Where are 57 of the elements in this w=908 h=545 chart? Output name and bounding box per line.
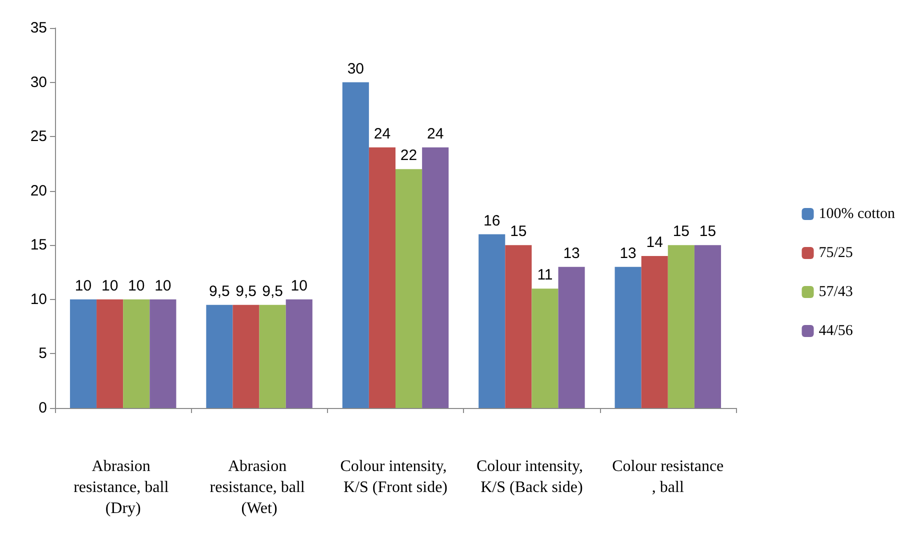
x-tick-label: Colour intensity, K/S (Back side) xyxy=(476,458,587,496)
data-label: 14 xyxy=(646,234,663,251)
y-tick-label: 30 xyxy=(30,74,47,91)
x-tick-label: Abrasion resistance, ball (Wet) xyxy=(210,458,309,517)
legend-label: 44/56 xyxy=(818,323,854,339)
bar xyxy=(396,169,422,408)
bar xyxy=(614,266,642,408)
data-label: 30 xyxy=(347,60,364,78)
bar xyxy=(422,147,449,408)
bar xyxy=(342,82,369,408)
data-label: 24 xyxy=(374,125,391,142)
bar xyxy=(259,304,286,408)
legend-label: 100% cotton xyxy=(818,206,896,222)
data-label: 15 xyxy=(699,223,716,240)
bar xyxy=(532,288,558,408)
y-tick-label: 20 xyxy=(30,182,47,200)
data-label: 10 xyxy=(154,277,172,294)
y-tick-label: 25 xyxy=(30,128,47,146)
x-tick-label: Abrasion resistance, ball (Dry) xyxy=(74,458,173,517)
bar xyxy=(558,266,585,408)
data-label: 16 xyxy=(484,212,500,230)
x-tick-label: Colour intensity, K/S (Front side) xyxy=(340,458,451,496)
y-tick-label: 15 xyxy=(30,236,47,254)
y-tick-label: 10 xyxy=(30,290,47,308)
bar xyxy=(668,245,694,408)
bar xyxy=(694,245,722,408)
data-label: 22 xyxy=(400,147,418,164)
data-label: 9,5 xyxy=(262,282,284,300)
data-label: 13 xyxy=(620,244,636,262)
data-label: 10 xyxy=(290,277,308,294)
data-label: 24 xyxy=(426,125,444,142)
bar xyxy=(505,245,532,408)
data-label: 10 xyxy=(101,277,118,294)
bar xyxy=(96,299,124,408)
bar xyxy=(123,299,150,408)
data-label: 13 xyxy=(563,244,580,262)
data-label: 9,5 xyxy=(209,282,230,300)
data-label: 9,5 xyxy=(236,282,256,300)
bar xyxy=(286,299,312,408)
data-label: 10 xyxy=(128,277,145,294)
data-label: 15 xyxy=(672,223,690,240)
data-label: 15 xyxy=(510,223,527,240)
y-tick-label: 0 xyxy=(38,400,47,416)
bar xyxy=(368,147,396,408)
bar xyxy=(70,299,97,408)
data-label: 11 xyxy=(537,266,553,284)
bar xyxy=(150,299,176,408)
y-tick-label: 35 xyxy=(30,20,47,36)
bar xyxy=(641,256,668,408)
legend-label: 57/43 xyxy=(818,284,853,300)
bar xyxy=(206,304,233,408)
x-tick-label: Colour resistance, ball xyxy=(612,458,724,496)
legend-label: 75/25 xyxy=(818,245,853,261)
data-label: 10 xyxy=(74,277,92,294)
bar xyxy=(478,234,506,408)
y-tick-label: 5 xyxy=(38,345,47,362)
bar xyxy=(232,304,260,408)
